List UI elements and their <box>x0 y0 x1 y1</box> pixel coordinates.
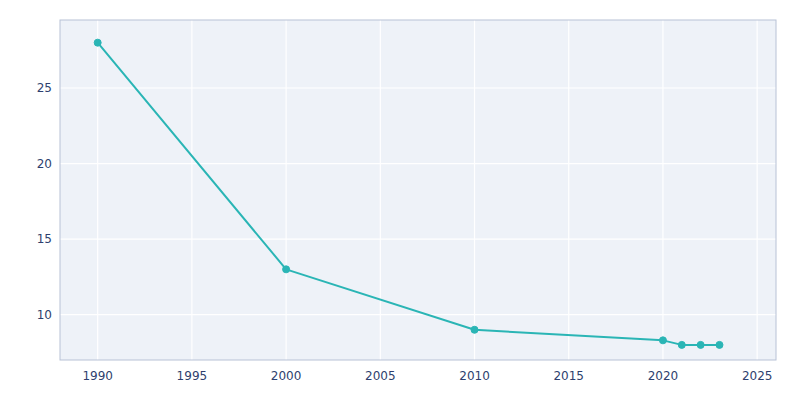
x-tick-label: 1990 <box>82 369 113 383</box>
x-grid-line <box>757 20 758 360</box>
point <box>697 341 704 348</box>
y-tick-label: 15 <box>37 232 52 246</box>
x-tick-label: 2025 <box>742 369 773 383</box>
x-grid-line <box>474 20 475 360</box>
line <box>98 43 720 345</box>
x-grid-line <box>286 20 287 360</box>
y-grid-line <box>60 314 776 315</box>
point <box>659 337 666 344</box>
x-tick-label: 2000 <box>271 369 302 383</box>
point <box>471 326 478 333</box>
point <box>283 266 290 273</box>
x-grid-line <box>191 20 192 360</box>
plot-frame <box>60 20 776 360</box>
x-grid-line <box>662 20 663 360</box>
y-grid-line <box>60 163 776 164</box>
series <box>94 39 723 348</box>
x-tick-label: 2020 <box>648 369 679 383</box>
grid <box>60 20 776 360</box>
y-grid-line <box>60 239 776 240</box>
y-tick-label: 25 <box>37 81 52 95</box>
y-grid-line <box>60 87 776 88</box>
chart-svg: 1990199520002005201020152020202510152025 <box>0 0 800 400</box>
point <box>678 341 685 348</box>
plot-background <box>60 20 776 360</box>
y-tick-label: 20 <box>37 157 52 171</box>
point <box>716 341 723 348</box>
x-tick-label: 2010 <box>459 369 490 383</box>
axes: 1990199520002005201020152020202510152025 <box>37 81 773 383</box>
x-tick-label: 1995 <box>177 369 208 383</box>
x-grid-line <box>380 20 381 360</box>
x-grid-line <box>568 20 569 360</box>
x-tick-label: 2005 <box>365 369 396 383</box>
x-tick-label: 2015 <box>553 369 584 383</box>
point <box>94 39 101 46</box>
y-tick-label: 10 <box>37 308 52 322</box>
chart-container: 1990199520002005201020152020202510152025 <box>0 0 800 400</box>
x-grid-line <box>97 20 98 360</box>
